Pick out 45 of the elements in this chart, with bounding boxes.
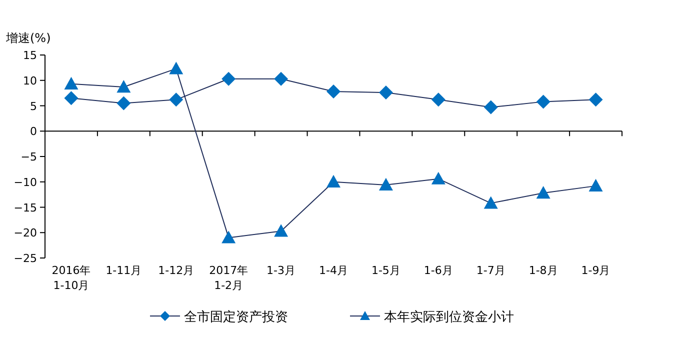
- point: [116, 80, 131, 93]
- point: [536, 186, 550, 199]
- point: [64, 91, 78, 106]
- point: [274, 224, 288, 237]
- y-tick-label: −5: [20, 150, 37, 164]
- legend-label: 本年实际到位资金小计: [384, 310, 514, 325]
- x-tick-label: 1-11月: [106, 264, 142, 277]
- point: [64, 76, 78, 90]
- x-tick-label: 1-7月: [476, 264, 506, 277]
- y-tick-label: 10: [23, 74, 37, 88]
- y-tick-label: 5: [30, 100, 37, 113]
- point: [274, 72, 288, 86]
- x-tick-label: 1-4月: [319, 264, 348, 277]
- point: [222, 230, 236, 244]
- point: [431, 92, 446, 107]
- y-tick-label: −25: [14, 252, 37, 265]
- point: [116, 96, 131, 110]
- point: [484, 196, 498, 209]
- y-axis-title: 增速(%): [5, 31, 51, 45]
- legend-label: 全市固定资产投资: [184, 310, 288, 325]
- point: [588, 92, 603, 107]
- point: [588, 178, 603, 192]
- x-tick-label: 1-3月: [266, 264, 296, 277]
- y-tick-label: −15: [14, 201, 37, 214]
- point: [378, 86, 393, 100]
- point: [484, 100, 498, 114]
- point: [169, 92, 184, 107]
- point: [431, 172, 446, 184]
- y-tick-label: −10: [14, 176, 37, 189]
- point: [536, 94, 550, 109]
- point: [222, 72, 236, 86]
- point: [378, 178, 393, 191]
- x-tick-label: 1-8月: [528, 264, 558, 277]
- point: [169, 62, 184, 74]
- point: [326, 84, 340, 99]
- point: [326, 174, 340, 188]
- x-tick-label: 1-9月: [581, 264, 610, 277]
- x-tick-label: 2017年 1-2月: [209, 264, 248, 292]
- x-tick-label: 1-6月: [424, 264, 453, 277]
- y-tick-label: 15: [23, 49, 37, 62]
- x-tick-label: 2016年 1-10月: [52, 264, 91, 292]
- y-tick-label: −20: [14, 226, 37, 240]
- y-tick-label: 0: [30, 125, 37, 138]
- x-tick-label: 1-5月: [371, 264, 400, 277]
- x-tick-label: 1-12月: [158, 264, 194, 277]
